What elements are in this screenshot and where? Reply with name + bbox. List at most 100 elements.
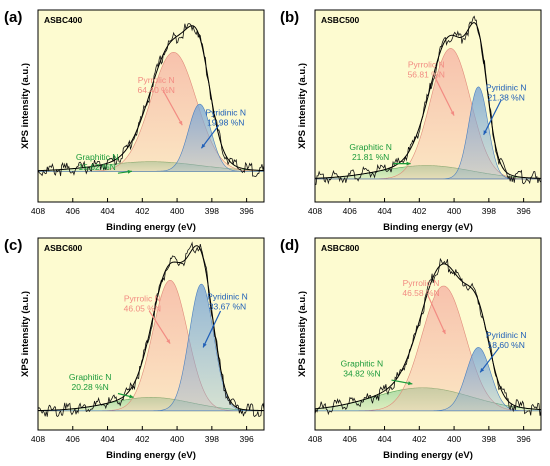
graphitic-label-value: 20.28 %N xyxy=(71,382,108,392)
pyridinic-arrow xyxy=(200,124,220,149)
x-tick-label: 408 xyxy=(31,206,45,216)
plot-frame xyxy=(37,9,265,203)
x-tick-label: 400 xyxy=(447,206,461,216)
pyridinic-arrow-head xyxy=(483,130,488,135)
pyrrolic-label-value: 56.81 %N xyxy=(408,70,445,80)
pyrrolic-label-name: Pyrrolic N xyxy=(408,60,445,70)
fit-envelope xyxy=(37,245,265,412)
fit-envelope xyxy=(314,263,542,411)
graphitic-label-name: Graphitic N xyxy=(349,142,392,152)
pyridinic-label-name: Pyridinic N xyxy=(486,330,527,340)
graphitic-label-name: Graphitic N xyxy=(69,372,112,382)
pyrrolic-label-value: 46.58 %N xyxy=(402,288,439,298)
x-tick-label: 396 xyxy=(517,434,531,444)
pyrrolic-arrow xyxy=(162,90,183,126)
panel-asbc400: 408 406 404 402 400 398 396 Binding energy (eV)… xyxy=(4,9,265,233)
plot-frame xyxy=(314,9,542,203)
pyrrolic-label-value: 64.40 %N xyxy=(138,85,175,95)
x-tick-label: 402 xyxy=(412,206,426,216)
pyrrolic-arrow-head xyxy=(450,111,455,116)
x-tick-label: 400 xyxy=(170,434,184,444)
pyridinic-label-value: 18.60 %N xyxy=(488,340,525,350)
pyrrolic-arrow xyxy=(427,295,446,335)
x-tick-label: 404 xyxy=(377,206,391,216)
pyridinic-peak xyxy=(315,347,541,412)
x-tick-label: 408 xyxy=(308,206,322,216)
graphitic-label-value: 34.82 %N xyxy=(343,369,380,379)
x-tick-label: 406 xyxy=(66,434,80,444)
x-tick-label: 402 xyxy=(135,434,149,444)
pyrrolic-label-name: Pyrrolic N xyxy=(403,278,440,288)
pyridinic-label-value: 19.98 %N xyxy=(207,118,244,128)
raw-spectrum xyxy=(37,241,265,418)
y-axis-title: XPS intensity (a.u.) xyxy=(297,291,308,377)
panel-asbc600: 408 406 404 402 400 398 396 Binding energy (eV)… xyxy=(4,237,265,461)
x-tick-label: 400 xyxy=(447,434,461,444)
sample-label: ASBC600 xyxy=(44,243,83,253)
x-tick-label: 402 xyxy=(135,206,149,216)
panel-letter: (c) xyxy=(4,237,22,254)
x-tick-label: 400 xyxy=(170,206,184,216)
pyrrolic-arrow xyxy=(434,76,455,116)
x-tick-label: 404 xyxy=(100,206,114,216)
y-axis-title: XPS intensity (a.u.) xyxy=(20,63,31,149)
graphitic-label-value: 21.81 %N xyxy=(352,152,389,162)
graphitic-label-name: Graphitic N xyxy=(341,359,384,369)
pyridinic-arrow xyxy=(202,310,222,348)
y-axis-title: XPS intensity (a.u.) xyxy=(20,291,31,377)
pyridinic-arrow-head xyxy=(201,143,206,149)
pyrrolic-arrow xyxy=(148,310,171,344)
pyridinic-arrow-head xyxy=(203,342,207,348)
pyrrolic-label-name: Pyrrolic N xyxy=(124,293,161,303)
sample-label: ASBC800 xyxy=(321,243,360,253)
panel-asbc800: 408 406 404 402 400 398 396 Binding energy (eV)… xyxy=(280,237,542,461)
panel-letter: (b) xyxy=(280,9,299,26)
raw-spectrum xyxy=(314,257,542,416)
x-tick-label: 402 xyxy=(412,434,426,444)
x-tick-label: 408 xyxy=(31,434,45,444)
x-tick-label: 396 xyxy=(240,206,254,216)
plot-frame xyxy=(314,237,542,431)
pyridinic-peak xyxy=(38,103,264,172)
x-axis-title: Binding energy (eV) xyxy=(383,222,473,233)
x-tick-label: 406 xyxy=(343,434,357,444)
x-tick-label: 398 xyxy=(482,206,496,216)
fit-envelope xyxy=(314,22,542,179)
pyridinic-arrow xyxy=(479,347,500,373)
pyridinic-peak xyxy=(315,86,541,180)
pyrrolic-arrow-head xyxy=(178,120,183,126)
x-tick-label: 404 xyxy=(100,434,114,444)
graphitic-arrow-head xyxy=(406,161,411,166)
pyridinic-label-name: Pyridinic N xyxy=(207,291,248,301)
x-tick-label: 396 xyxy=(517,206,531,216)
x-axis-title: Binding energy (eV) xyxy=(383,450,473,461)
pyridinic-label-name: Pyridinic N xyxy=(205,108,246,118)
y-axis-title: XPS intensity (a.u.) xyxy=(297,63,308,149)
pyridinic-label-name: Pyridinic N xyxy=(486,83,527,93)
pyridinic-arrow-head xyxy=(480,367,485,373)
pyrrolic-arrow-head xyxy=(441,329,446,334)
x-tick-label: 398 xyxy=(205,434,219,444)
fit-envelope xyxy=(37,25,265,172)
pyrrolic-arrow-head xyxy=(166,339,171,344)
graphitic-arrow-head xyxy=(129,394,134,399)
panel-letter: (a) xyxy=(4,9,22,26)
sample-label: ASBC400 xyxy=(44,15,83,25)
x-tick-label: 408 xyxy=(308,434,322,444)
graphitic-arrow-head xyxy=(408,381,413,386)
graphitic-arrow-head xyxy=(127,169,132,174)
graphitic-label-name: Graphitic N xyxy=(76,152,119,162)
pyridinic-arrow xyxy=(483,99,502,136)
panel-asbc500: 408 406 404 402 400 398 396 Binding energy (eV)… xyxy=(280,9,542,233)
x-tick-label: 406 xyxy=(343,206,357,216)
x-tick-label: 396 xyxy=(240,434,254,444)
pyridinic-label-value: 21.38 %N xyxy=(488,93,525,103)
x-axis-title: Binding energy (eV) xyxy=(106,222,196,233)
x-tick-label: 404 xyxy=(377,434,391,444)
x-tick-label: 398 xyxy=(482,434,496,444)
panel-letter: (d) xyxy=(280,237,299,254)
x-tick-label: 398 xyxy=(205,206,219,216)
x-tick-label: 406 xyxy=(66,206,80,216)
pyrrolic-label-name: Pyrrolic N xyxy=(138,75,175,85)
